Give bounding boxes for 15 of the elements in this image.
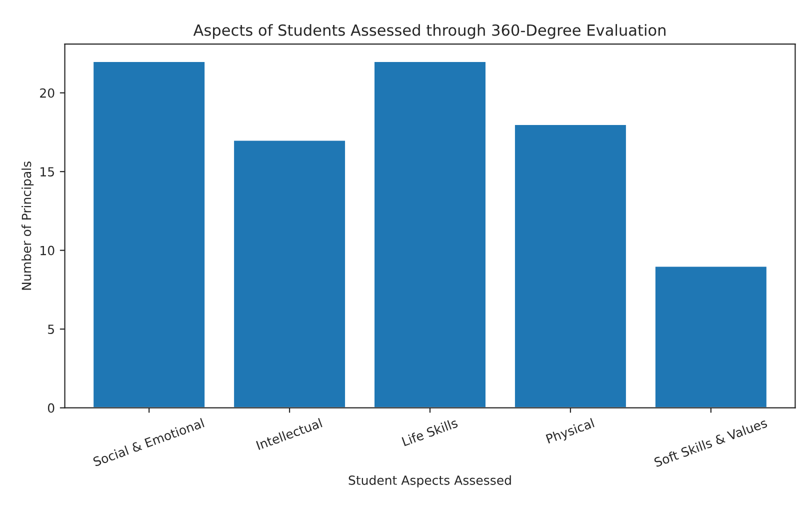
x-axis-title: Student Aspects Assessed — [348, 475, 511, 488]
bar — [654, 265, 768, 408]
x-tick-label: Soft Skills & Values — [654, 418, 768, 468]
y-tick-label: 5 — [48, 324, 54, 334]
x-tick-label: Life Skills — [402, 418, 458, 446]
bar — [514, 124, 628, 408]
y-tick-label: 10 — [40, 246, 54, 256]
chart-title: Aspects of Students Assessed through 360-Degree Evaluation — [193, 24, 666, 39]
bar — [92, 60, 206, 408]
bar — [373, 60, 487, 408]
y-tick-label: 20 — [40, 88, 54, 98]
y-axis-title: Number of Principals — [22, 162, 34, 290]
y-tick-label: 15 — [40, 167, 54, 177]
bar — [232, 139, 346, 408]
y-tick-label: 0 — [48, 403, 54, 413]
